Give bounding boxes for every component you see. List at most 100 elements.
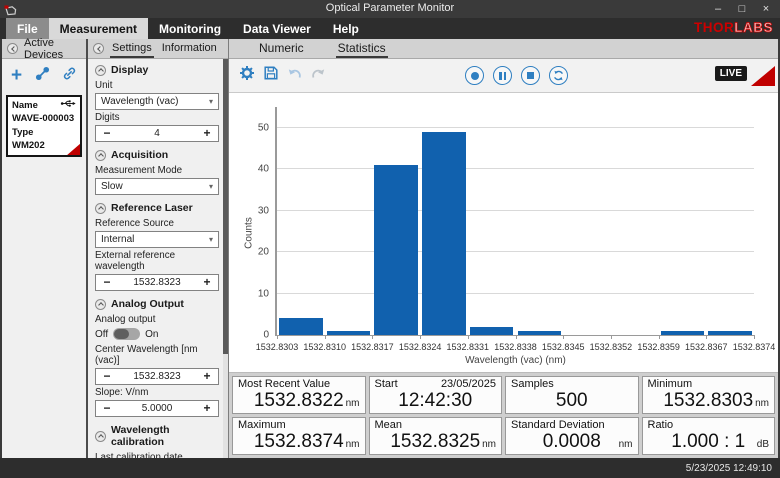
x-tick-label: 1532.8324 [399, 342, 442, 352]
usb-icon [60, 99, 76, 112]
thorlabs-corner-triangle [751, 66, 775, 86]
device-card[interactable]: Name WAVE-000003 Type WM202 [6, 95, 82, 157]
chevron-down-icon: ▾ [209, 182, 213, 191]
device-name-label: Name [12, 99, 38, 112]
digits-decrement-button[interactable]: − [96, 126, 118, 141]
maximize-button[interactable]: □ [730, 0, 754, 17]
stat-most-recent-value: Most Recent Value 1532.8322 nm [232, 376, 366, 414]
refresh-icon [553, 70, 564, 81]
toggle-on-label: On [145, 329, 158, 340]
pause-button[interactable] [493, 66, 512, 85]
live-badge: LIVE [715, 66, 747, 81]
histogram-chart: Counts Wavelength (vac) (nm) 01020304050… [229, 93, 778, 373]
section-analog-output: Analog Output [95, 298, 219, 310]
chevron-down-icon: ▾ [209, 235, 213, 244]
window-title: Optical Parameter Monitor [326, 2, 454, 14]
menu-item-monitoring[interactable]: Monitoring [148, 18, 232, 39]
stat-minimum: Minimum 1532.8303 nm [642, 376, 776, 414]
collapse-settings-icon[interactable] [93, 43, 104, 54]
stat-standard-deviation: Standard Deviation 0.0008 nm [505, 417, 639, 455]
collapse-panel-icon[interactable] [7, 43, 18, 54]
center-increment-button[interactable]: + [196, 369, 218, 384]
x-tick-label: 1532.8338 [494, 342, 537, 352]
digits-increment-button[interactable]: + [196, 126, 218, 141]
ext-ref-increment-button[interactable]: + [196, 275, 218, 290]
histogram-bar [422, 132, 466, 335]
menu-item-data-viewer[interactable]: Data Viewer [232, 18, 322, 39]
x-tick-label: 1532.8310 [303, 342, 346, 352]
statistics-grid: Most Recent Value 1532.8322 nm Start23/0… [229, 373, 778, 458]
thorlabs-logo: THORLABS [694, 20, 773, 35]
refresh-button[interactable] [549, 66, 568, 85]
center-wavelength-stepper: − 1532.8323 + [95, 368, 219, 385]
center-decrement-button[interactable]: − [96, 369, 118, 384]
center-value[interactable]: 1532.8323 [118, 371, 196, 382]
measurement-mode-dropdown[interactable]: Slow ▾ [95, 178, 219, 195]
content-area: Active Devices + Name WAVE-000003 [2, 39, 778, 458]
active-devices-header: Active Devices [2, 39, 86, 59]
section-reference-laser: Reference Laser [95, 202, 219, 214]
collapse-display-icon[interactable] [95, 65, 106, 76]
collapse-analog-icon[interactable] [95, 299, 106, 310]
stat-ratio: Ratio 1.000 : 1 dB [642, 417, 776, 455]
slope-decrement-button[interactable]: − [96, 401, 118, 416]
slope-stepper: − 5.0000 + [95, 400, 219, 417]
tab-numeric[interactable]: Numeric [257, 39, 306, 58]
stop-button[interactable] [521, 66, 540, 85]
y-tick-label: 50 [258, 122, 269, 133]
x-tick-label: 1532.8303 [256, 342, 299, 352]
menu-item-help[interactable]: Help [322, 18, 370, 39]
save-icon[interactable] [264, 66, 278, 85]
settings-scrollbar[interactable] [223, 59, 228, 458]
collapse-calibration-icon[interactable] [95, 431, 106, 442]
y-tick-label: 0 [263, 330, 269, 341]
tab-statistics[interactable]: Statistics [336, 39, 388, 58]
y-tick-label: 10 [258, 288, 269, 299]
section-acquisition: Acquisition [95, 149, 219, 161]
device-name-value: WAVE-000003 [12, 112, 76, 125]
gridline [277, 251, 754, 252]
histogram-plot: Wavelength (vac) (nm) 010203040501532.83… [275, 107, 754, 336]
chevron-down-icon: ▾ [209, 97, 213, 106]
record-button[interactable] [465, 66, 484, 85]
reference-source-dropdown[interactable]: Internal ▾ [95, 231, 219, 248]
add-device-icon[interactable]: + [11, 69, 22, 83]
slope-increment-button[interactable]: + [196, 401, 218, 416]
external-reference-label: External reference wavelength [95, 250, 219, 272]
reference-source-label: Reference Source [95, 218, 219, 229]
x-tick-mark [325, 335, 326, 339]
connect-device-icon[interactable] [62, 66, 77, 86]
tab-settings[interactable]: Settings [110, 39, 154, 58]
histogram-bar [518, 331, 562, 335]
slope-value[interactable]: 5.0000 [118, 403, 196, 414]
ext-ref-decrement-button[interactable]: − [96, 275, 118, 290]
histogram-bar [661, 331, 705, 335]
redo-icon[interactable] [311, 67, 326, 85]
close-button[interactable]: × [754, 0, 778, 17]
main-panel-header: Numeric Statistics [229, 39, 778, 59]
scan-devices-icon[interactable] [35, 66, 50, 86]
collapse-reference-icon[interactable] [95, 203, 106, 214]
x-tick-mark [468, 335, 469, 339]
scrollbar-thumb[interactable] [223, 59, 228, 354]
digits-value[interactable]: 4 [118, 128, 196, 139]
unit-dropdown[interactable]: Wavelength (vac) ▾ [95, 93, 219, 110]
active-devices-title: Active Devices [24, 37, 81, 61]
statistics-toolbar: LIVE [229, 59, 778, 93]
analog-output-toggle[interactable] [113, 328, 140, 340]
x-tick-label: 1532.8317 [351, 342, 394, 352]
collapse-acquisition-icon[interactable] [95, 150, 106, 161]
ext-ref-value[interactable]: 1532.8323 [118, 277, 196, 288]
minimize-button[interactable]: – [706, 0, 730, 17]
start-date: 23/05/2025 [441, 378, 496, 390]
undo-icon[interactable] [287, 67, 302, 85]
settings-gear-icon[interactable] [239, 65, 255, 86]
device-actions: + [2, 59, 86, 90]
status-bar: 5/23/2025 12:49:10 [0, 458, 780, 478]
status-datetime: 5/23/2025 12:49:10 [686, 463, 772, 474]
x-tick-mark [516, 335, 517, 339]
stop-icon [527, 72, 534, 79]
tab-information[interactable]: Information [160, 39, 219, 58]
window-controls: – □ × [706, 0, 778, 17]
y-tick-label: 20 [258, 247, 269, 258]
